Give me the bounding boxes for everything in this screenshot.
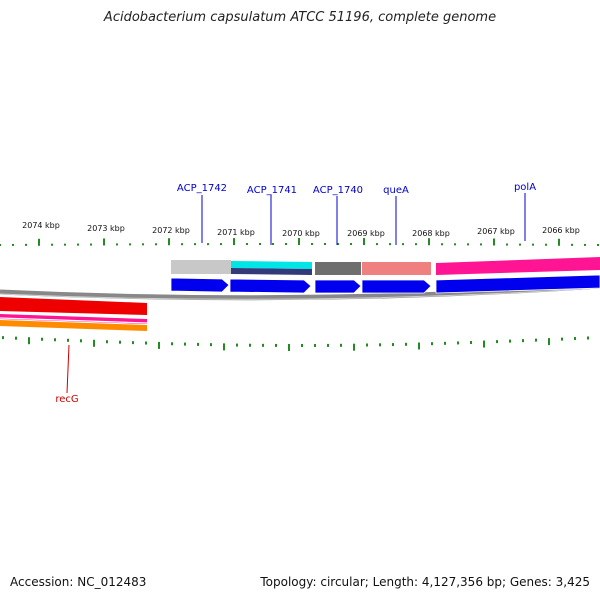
- bottom-scale-ticks: [2, 336, 589, 351]
- gene-label-acp1740[interactable]: ACP_1740: [313, 185, 363, 196]
- accession-text: Accession: NC_012483: [10, 575, 147, 589]
- gene-label-quea[interactable]: queA: [383, 185, 409, 196]
- top-scale-label: 2072 kbp: [152, 226, 190, 235]
- genome-backbone-inner: [0, 287, 600, 300]
- cds-acp1741-arrow[interactable]: [229, 278, 312, 294]
- gene-recg-bar[interactable]: [0, 297, 147, 315]
- cds-quea-arrow[interactable]: [361, 279, 432, 294]
- gene-recg-stripe-orange: [0, 320, 147, 331]
- cds-pola-arrow[interactable]: [435, 274, 600, 294]
- gene-label-pola[interactable]: polA: [514, 182, 536, 193]
- gene-quea-bar[interactable]: [362, 262, 431, 275]
- cds-acp1742-arrow[interactable]: [170, 277, 230, 293]
- gene-pola-bar[interactable]: [436, 257, 600, 275]
- gene-label-acp1741[interactable]: ACP_1741: [247, 185, 297, 196]
- gene-acp1741-bar[interactable]: [231, 261, 312, 269]
- gene-recg-stripe-white: [0, 317, 148, 324]
- gene-acp1742-bar[interactable]: [171, 260, 231, 274]
- top-scale-label: 2070 kbp: [282, 229, 320, 238]
- top-scale-label: 2066 kbp: [542, 226, 580, 235]
- gene-acp1740-bar[interactable]: [315, 262, 361, 275]
- top-scale-label: 2068 kbp: [412, 229, 450, 238]
- cds-acp1740-arrow[interactable]: [314, 279, 362, 294]
- leader-recg: [66, 344, 70, 394]
- top-scale-label: 2069 kbp: [347, 229, 385, 238]
- top-scale-label: 2073 kbp: [87, 224, 125, 233]
- gene-acp1741-subbar[interactable]: [231, 268, 312, 275]
- gene-label-acp1742[interactable]: ACP_1742: [177, 183, 227, 194]
- top-scale-label: 2071 kbp: [217, 228, 255, 237]
- top-scale-labels: 2074 kbp 2073 kbp 2072 kbp 2071 kbp 2070 kbp…: [22, 221, 580, 238]
- gene-label-recg[interactable]: recG: [55, 394, 78, 405]
- top-scale-label: 2067 kbp: [477, 227, 515, 236]
- page-title: Acidobacterium capsulatum ATCC 51196, co…: [103, 10, 497, 25]
- genome-summary-text: Topology: circular; Length: 4,127,356 bp…: [260, 575, 590, 589]
- top-scale-label: 2074 kbp: [22, 221, 60, 230]
- top-scale-ticks: [0, 238, 599, 246]
